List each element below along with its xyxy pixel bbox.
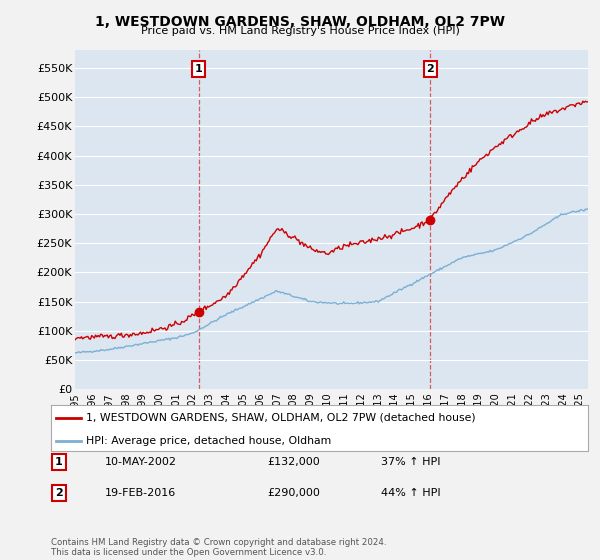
Text: 1, WESTDOWN GARDENS, SHAW, OLDHAM, OL2 7PW: 1, WESTDOWN GARDENS, SHAW, OLDHAM, OL2 7… (95, 15, 505, 29)
Text: 1: 1 (55, 457, 62, 467)
Text: 44% ↑ HPI: 44% ↑ HPI (381, 488, 440, 498)
Text: Price paid vs. HM Land Registry's House Price Index (HPI): Price paid vs. HM Land Registry's House … (140, 26, 460, 36)
Text: 37% ↑ HPI: 37% ↑ HPI (381, 457, 440, 467)
Text: 1, WESTDOWN GARDENS, SHAW, OLDHAM, OL2 7PW (detached house): 1, WESTDOWN GARDENS, SHAW, OLDHAM, OL2 7… (86, 413, 476, 423)
Text: 19-FEB-2016: 19-FEB-2016 (105, 488, 176, 498)
Text: 2: 2 (427, 64, 434, 74)
Text: Contains HM Land Registry data © Crown copyright and database right 2024.
This d: Contains HM Land Registry data © Crown c… (51, 538, 386, 557)
Text: HPI: Average price, detached house, Oldham: HPI: Average price, detached house, Oldh… (86, 436, 331, 446)
Text: 1: 1 (195, 64, 203, 74)
Text: £132,000: £132,000 (267, 457, 320, 467)
Text: £290,000: £290,000 (267, 488, 320, 498)
Text: 10-MAY-2002: 10-MAY-2002 (105, 457, 177, 467)
Text: 2: 2 (55, 488, 62, 498)
